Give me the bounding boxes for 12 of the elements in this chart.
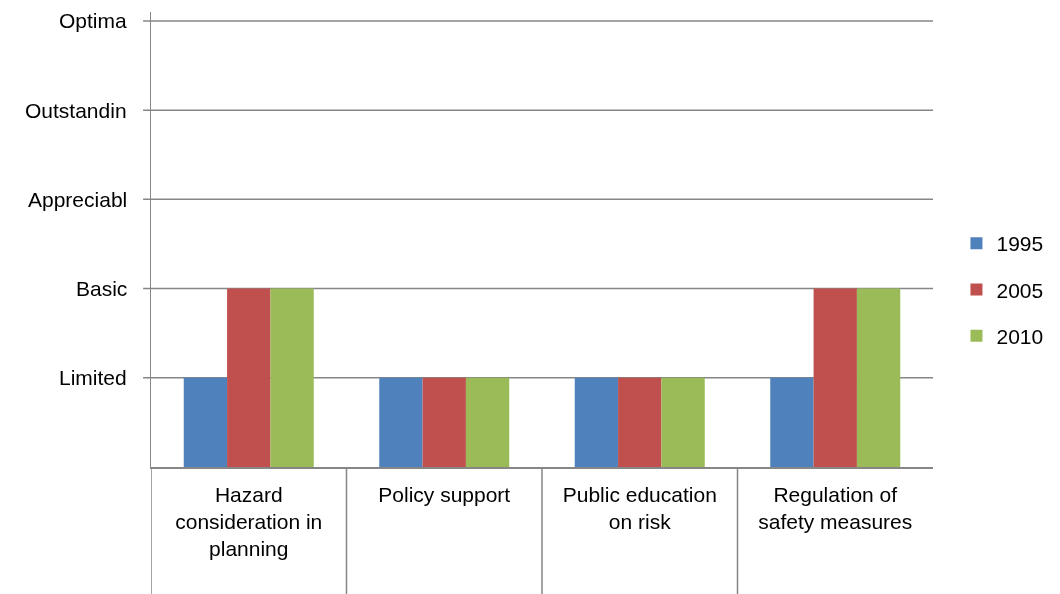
legend-label: 2010 [996,324,1044,348]
ref-line-label: Limited [59,366,127,389]
ref-line-label: Appreciabl [28,188,128,211]
legend-label: 1995 [996,232,1044,256]
x-tick-label: Regulation of safety measures [758,482,913,533]
x-tick-label: Public education on risk [562,482,717,533]
x-tick-label: Hazard consideration in planning [175,482,323,561]
x-tick-label: Policy support [378,482,511,506]
ref-line-label: Optima [59,9,128,32]
legend-label: 2005 [996,278,1044,302]
ref-line-label: Outstandin [25,99,127,122]
ref-line-label: Basic [76,277,128,300]
